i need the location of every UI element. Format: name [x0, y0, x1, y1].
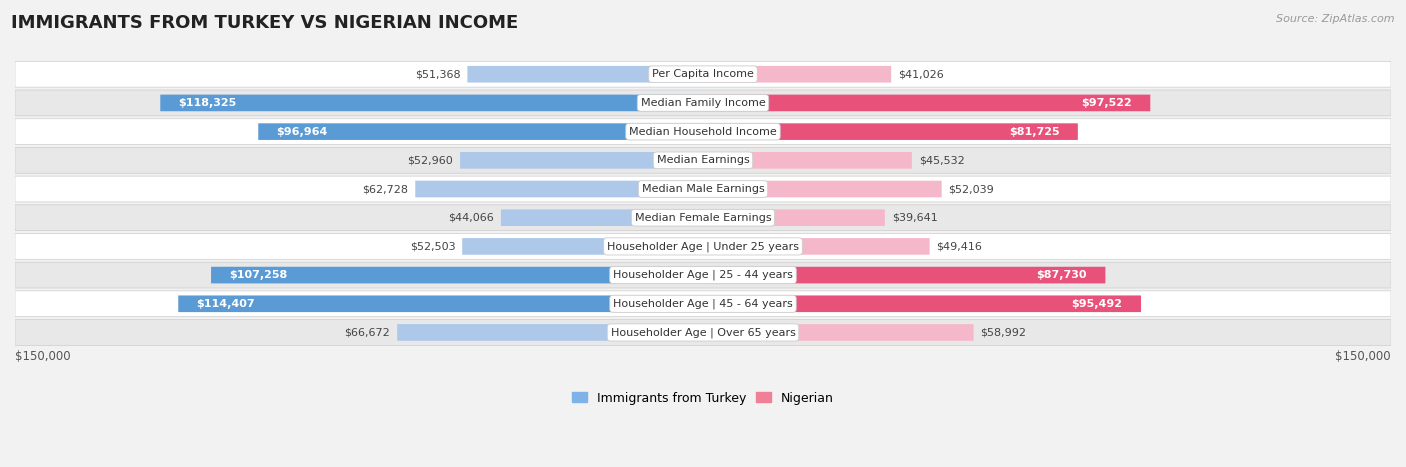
FancyBboxPatch shape: [415, 181, 703, 198]
Text: Median Household Income: Median Household Income: [628, 127, 778, 137]
FancyBboxPatch shape: [703, 238, 929, 255]
FancyBboxPatch shape: [460, 152, 703, 169]
FancyBboxPatch shape: [15, 176, 1391, 202]
Text: $66,672: $66,672: [344, 327, 391, 338]
Text: $52,503: $52,503: [409, 241, 456, 251]
FancyBboxPatch shape: [703, 152, 912, 169]
Text: Householder Age | Over 65 years: Householder Age | Over 65 years: [610, 327, 796, 338]
FancyBboxPatch shape: [160, 95, 703, 111]
Text: $51,368: $51,368: [415, 69, 461, 79]
FancyBboxPatch shape: [15, 262, 1391, 288]
Text: Median Earnings: Median Earnings: [657, 156, 749, 165]
Text: $118,325: $118,325: [179, 98, 236, 108]
Text: Householder Age | Under 25 years: Householder Age | Under 25 years: [607, 241, 799, 252]
Text: Median Female Earnings: Median Female Earnings: [634, 212, 772, 223]
Text: $41,026: $41,026: [898, 69, 943, 79]
FancyBboxPatch shape: [501, 209, 703, 226]
FancyBboxPatch shape: [15, 119, 1391, 145]
Text: Source: ZipAtlas.com: Source: ZipAtlas.com: [1277, 14, 1395, 24]
Text: $81,725: $81,725: [1010, 127, 1060, 137]
Text: $150,000: $150,000: [1336, 350, 1391, 363]
FancyBboxPatch shape: [703, 209, 884, 226]
FancyBboxPatch shape: [15, 319, 1391, 346]
Text: $62,728: $62,728: [363, 184, 408, 194]
Text: $107,258: $107,258: [229, 270, 288, 280]
Text: Householder Age | 45 - 64 years: Householder Age | 45 - 64 years: [613, 298, 793, 309]
Text: Per Capita Income: Per Capita Income: [652, 69, 754, 79]
FancyBboxPatch shape: [703, 123, 1078, 140]
FancyBboxPatch shape: [467, 66, 703, 83]
Text: $87,730: $87,730: [1036, 270, 1087, 280]
FancyBboxPatch shape: [15, 90, 1391, 116]
FancyBboxPatch shape: [15, 148, 1391, 173]
FancyBboxPatch shape: [703, 296, 1142, 312]
FancyBboxPatch shape: [15, 234, 1391, 259]
Text: $39,641: $39,641: [891, 212, 938, 223]
Text: Median Male Earnings: Median Male Earnings: [641, 184, 765, 194]
Text: $52,039: $52,039: [949, 184, 994, 194]
Text: $49,416: $49,416: [936, 241, 983, 251]
FancyBboxPatch shape: [463, 238, 703, 255]
Text: $44,066: $44,066: [449, 212, 494, 223]
Text: $150,000: $150,000: [15, 350, 70, 363]
Text: $95,492: $95,492: [1071, 299, 1122, 309]
Text: $52,960: $52,960: [408, 156, 453, 165]
Text: $58,992: $58,992: [980, 327, 1026, 338]
FancyBboxPatch shape: [259, 123, 703, 140]
Legend: Immigrants from Turkey, Nigerian: Immigrants from Turkey, Nigerian: [567, 387, 839, 410]
FancyBboxPatch shape: [15, 205, 1391, 231]
Text: Median Family Income: Median Family Income: [641, 98, 765, 108]
FancyBboxPatch shape: [703, 95, 1150, 111]
FancyBboxPatch shape: [703, 66, 891, 83]
Text: Householder Age | 25 - 44 years: Householder Age | 25 - 44 years: [613, 270, 793, 280]
Text: $97,522: $97,522: [1081, 98, 1132, 108]
FancyBboxPatch shape: [15, 61, 1391, 87]
FancyBboxPatch shape: [398, 324, 703, 341]
FancyBboxPatch shape: [211, 267, 703, 283]
Text: $96,964: $96,964: [277, 127, 328, 137]
FancyBboxPatch shape: [179, 296, 703, 312]
FancyBboxPatch shape: [703, 267, 1105, 283]
FancyBboxPatch shape: [15, 291, 1391, 317]
Text: $114,407: $114,407: [197, 299, 256, 309]
Text: $45,532: $45,532: [918, 156, 965, 165]
FancyBboxPatch shape: [703, 324, 973, 341]
FancyBboxPatch shape: [703, 181, 942, 198]
Text: IMMIGRANTS FROM TURKEY VS NIGERIAN INCOME: IMMIGRANTS FROM TURKEY VS NIGERIAN INCOM…: [11, 14, 519, 32]
